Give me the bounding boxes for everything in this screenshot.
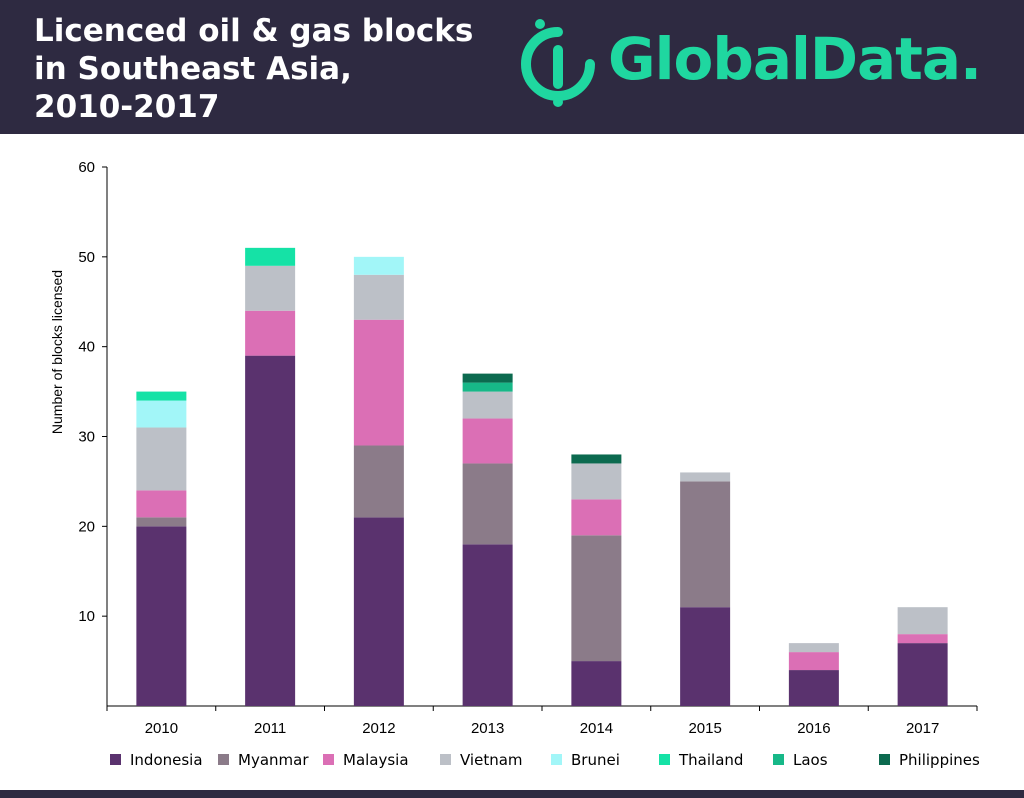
logo-wordmark: GlobalData. [608,25,982,93]
bar-segment-malaysia-2013 [462,418,513,464]
legend-swatch-thailand [659,754,670,765]
legend-swatch-indonesia [110,754,121,765]
bar-segment-vietnam-2013 [462,391,513,419]
bar-segment-vietnam-2012 [353,274,404,320]
x-tick-label: 2012 [362,720,395,737]
y-tick-label: 60 [78,159,95,176]
bar-segment-brunei-2010 [136,400,187,428]
legend-label-thailand: Thailand [678,751,743,769]
legend-swatch-myanmar [218,754,229,765]
bar-segment-indonesia-2013 [462,544,513,706]
title-line-2: in Southeast Asia, [34,51,352,87]
legend-swatch-brunei [551,754,562,765]
bar-segment-indonesia-2010 [136,526,187,706]
legend-label-brunei: Brunei [571,751,620,769]
bar-segment-malaysia-2011 [245,310,296,356]
legend-label-myanmar: Myanmar [238,751,309,769]
bar-segment-indonesia-2012 [353,517,404,706]
legend-label-indonesia: Indonesia [130,751,203,769]
legend-swatch-laos [773,754,784,765]
bar-segment-malaysia-2014 [571,499,622,536]
legend-label-laos: Laos [793,751,828,769]
bar-segment-myanmar-2015 [680,481,731,608]
bar-segment-indonesia-2015 [680,607,731,706]
legend-swatch-malaysia [323,754,334,765]
bar-segment-indonesia-2017 [897,643,948,706]
globaldata-logo: GlobalData. [512,18,1012,108]
bar-segment-vietnam-2014 [571,463,622,500]
bar-segment-philippines-2013 [462,373,513,383]
bar-segment-philippines-2014 [571,454,622,464]
bar-segment-malaysia-2017 [897,634,948,644]
bar-segment-malaysia-2010 [136,490,187,518]
bar-segment-indonesia-2011 [245,355,296,706]
title-line-1: Licenced oil & gas blocks [34,13,474,49]
bar-segment-myanmar-2013 [462,463,513,545]
legend-label-malaysia: Malaysia [343,751,409,769]
bar-segment-myanmar-2012 [353,445,404,518]
x-tick-label: 2015 [688,720,721,737]
bar-segment-thailand-2011 [245,247,296,266]
bar-segment-indonesia-2016 [788,670,839,706]
x-tick-label: 2010 [145,720,178,737]
bar-segment-myanmar-2014 [571,535,622,662]
x-tick-label: 2014 [580,720,613,737]
legend-swatch-vietnam [440,754,451,765]
bar-segment-laos-2013 [462,382,513,392]
y-axis-title: Number of blocks licensed [49,270,65,434]
bar-segment-brunei-2012 [353,256,404,275]
legend: Indonesia Myanmar Malaysia Vietnam Brunei Tha… [110,751,980,769]
bar-segment-malaysia-2012 [353,319,404,446]
x-axis: 2010 2011 2012 2013 2014 2015 2016 2017 [106,705,978,737]
bar-segment-vietnam-2017 [897,607,948,635]
bar-segment-vietnam-2016 [788,643,839,653]
y-tick-label: 20 [78,518,95,535]
globaldata-logo-icon [521,19,595,107]
x-tick-label: 2017 [906,720,939,737]
bar-segment-vietnam-2015 [680,472,731,482]
bar-segment-thailand-2010 [136,391,187,401]
x-tick-label: 2011 [254,720,286,737]
y-tick-label: 30 [78,429,95,446]
footer-bar [0,790,1024,798]
y-tick-label: 40 [78,339,95,356]
x-tick-label: 2016 [797,720,830,737]
bar-segment-indonesia-2014 [571,661,622,706]
bar-segment-vietnam-2011 [245,265,296,311]
bar-segment-malaysia-2016 [788,652,839,671]
y-axis: 10 20 30 40 50 60 [78,159,108,706]
bar-segment-myanmar-2010 [136,517,187,527]
header-banner: Licenced oil & gas blocks in Southeast A… [0,0,1024,134]
legend-label-vietnam: Vietnam [460,751,523,769]
y-tick-label: 50 [78,249,95,266]
y-tick-label: 10 [78,608,95,625]
bars [136,247,948,706]
x-tick-label: 2013 [471,720,504,737]
chart-title: Licenced oil & gas blocks in Southeast A… [34,12,504,126]
legend-swatch-philippines [879,754,890,765]
legend-label-philippines: Philippines [899,751,980,769]
bar-segment-vietnam-2010 [136,427,187,491]
title-line-3: 2010-2017 [34,89,220,125]
